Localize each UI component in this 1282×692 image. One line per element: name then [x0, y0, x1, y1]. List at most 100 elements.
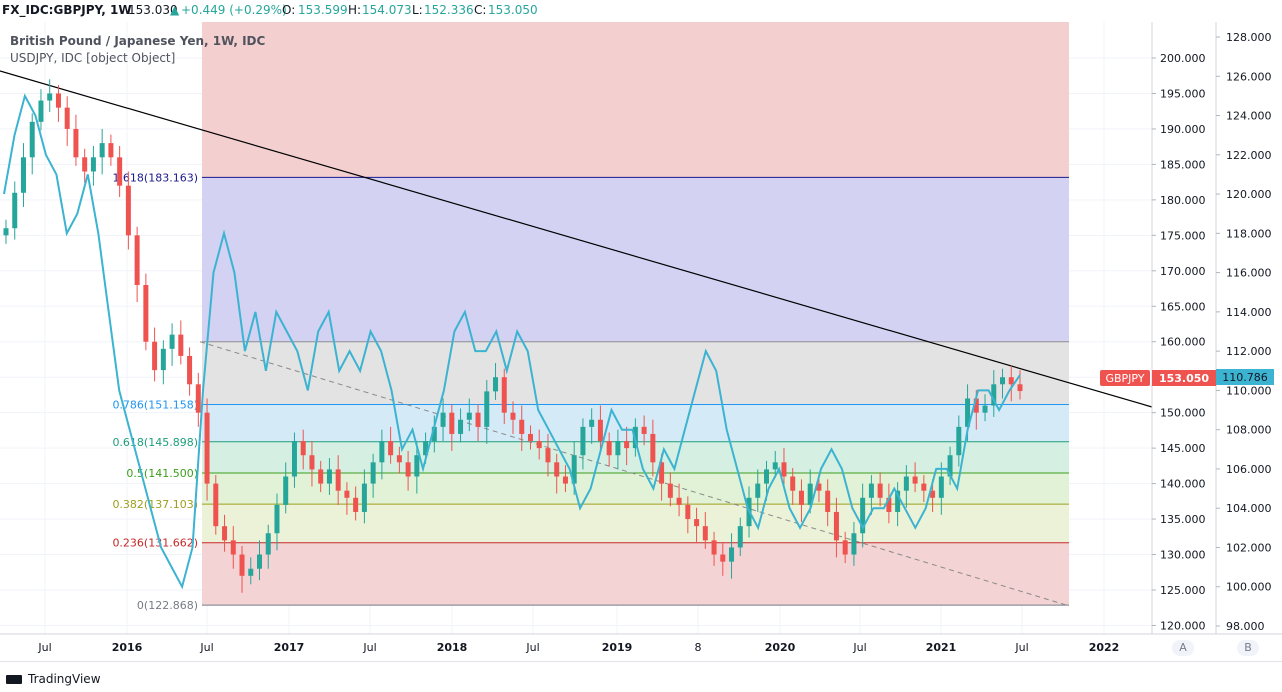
candle-body	[449, 412, 455, 434]
candle-body	[291, 441, 297, 477]
candle-body	[554, 462, 560, 477]
candle-body	[90, 157, 96, 172]
candle-body	[335, 469, 341, 491]
candle-body	[475, 412, 481, 427]
candle-body	[868, 483, 874, 498]
candle-body	[921, 483, 927, 491]
candle-body	[930, 490, 936, 498]
y-tick-label: 180.000	[1160, 194, 1206, 207]
candle-body	[300, 441, 306, 456]
candle-body	[589, 419, 595, 427]
y-tick-label: 104.000	[1226, 502, 1272, 515]
y-tick-label: 108.000	[1226, 424, 1272, 437]
candle-body	[938, 476, 944, 498]
candle-body	[659, 462, 665, 484]
candle-body	[213, 483, 219, 527]
candle-body	[117, 157, 123, 186]
x-tick-label: 2016	[112, 641, 143, 654]
candle-body	[458, 419, 464, 434]
high-value: 154.073	[362, 3, 412, 17]
candle-body	[886, 497, 892, 512]
candle-body	[947, 455, 953, 477]
candle-body	[851, 533, 857, 555]
candle-body	[361, 483, 367, 512]
fib-level-label: 0.786(151.158)	[112, 398, 198, 411]
candle-body	[510, 412, 516, 420]
candle-body	[20, 157, 26, 193]
fib-zone	[202, 504, 1069, 543]
candle-body	[807, 483, 813, 505]
y-tick-label: 106.000	[1226, 463, 1272, 476]
last-price: 153.030	[128, 3, 178, 17]
y-tick-label: 195.000	[1160, 87, 1206, 100]
y-tick-label: 100.000	[1226, 581, 1272, 594]
candle-body	[318, 469, 324, 484]
price-chart[interactable]: 1.618(183.163) 0.786(151.158) 0.618(145.89…	[0, 0, 1282, 661]
candle-body	[982, 405, 988, 413]
tradingview-logo[interactable]: TradingView	[6, 672, 101, 686]
candle-body	[877, 483, 883, 498]
candle-body	[1008, 377, 1014, 385]
x-tick-label: Jul	[1014, 641, 1028, 654]
price-tag-bg	[1152, 370, 1216, 386]
candle-body	[790, 476, 796, 491]
y-tick-label: 160.000	[1160, 336, 1206, 349]
candle-body	[326, 469, 332, 484]
candle-body	[222, 526, 228, 541]
y-tick-label: 98.000	[1226, 620, 1265, 633]
fibonacci-retracement	[202, 22, 1069, 606]
candle-body	[676, 497, 682, 505]
price-change: +0.449 (+0.29%)	[181, 3, 287, 17]
y-tick-label: 120.000	[1160, 619, 1206, 632]
candle-body	[641, 426, 647, 434]
candle-body	[571, 455, 577, 484]
y-tick-label: 175.000	[1160, 229, 1206, 242]
candle-body	[816, 483, 822, 491]
y-tick-label: 110.000	[1226, 384, 1272, 397]
legend-main: British Pound / Japanese Yen, 1W, IDC	[10, 34, 266, 48]
candle-body	[1017, 384, 1023, 392]
candle-body	[169, 334, 175, 349]
candle-body	[764, 469, 769, 484]
symbol-title[interactable]: FX_IDC:GBPJPY, 1W	[2, 3, 132, 17]
x-tick-label: 2018	[437, 641, 468, 654]
candle-body	[667, 483, 673, 498]
y-tick-label: 200.000	[1160, 52, 1206, 65]
candle-body	[257, 554, 262, 569]
candle-body	[195, 384, 201, 413]
candle-body	[265, 533, 271, 555]
candle-body	[545, 448, 551, 463]
candle-body	[353, 497, 359, 512]
candle-body	[860, 497, 866, 534]
candle-body	[702, 526, 708, 541]
close-value: 153.050	[488, 3, 538, 17]
x-tick-label: 8	[695, 641, 702, 654]
candle-body	[466, 412, 472, 420]
candle-body	[152, 341, 158, 371]
fib-zone	[202, 177, 1069, 342]
x-tick-label: 2022	[1089, 641, 1120, 654]
time-axis-area	[0, 634, 1282, 661]
x-tick-label: 2019	[602, 641, 633, 654]
y-tick-label: 114.000	[1226, 306, 1272, 319]
legend-compare: USDJPY, IDC [object Object]	[10, 51, 175, 65]
candle-body	[903, 476, 909, 491]
candle-body	[370, 462, 376, 484]
price-tag: 153.050	[1159, 372, 1209, 385]
candle-body	[134, 235, 140, 285]
candle-body	[55, 93, 61, 108]
open-label: O:	[282, 3, 296, 17]
candle-body	[309, 455, 315, 470]
candle-body	[38, 100, 44, 122]
x-tick-label: 2017	[274, 641, 305, 654]
candle-body	[650, 433, 656, 463]
y-tick-label: 145.000	[1160, 442, 1206, 455]
auto-scale-button[interactable]: A	[1172, 640, 1194, 656]
candle-body	[344, 490, 350, 498]
log-scale-button[interactable]: B	[1237, 640, 1259, 656]
candle-body	[615, 441, 621, 456]
x-tick-label: Jul	[199, 641, 213, 654]
symbol-tag-bg	[1100, 370, 1150, 386]
close-label: C:	[474, 3, 487, 17]
y-tick-label: 120.000	[1226, 188, 1272, 201]
